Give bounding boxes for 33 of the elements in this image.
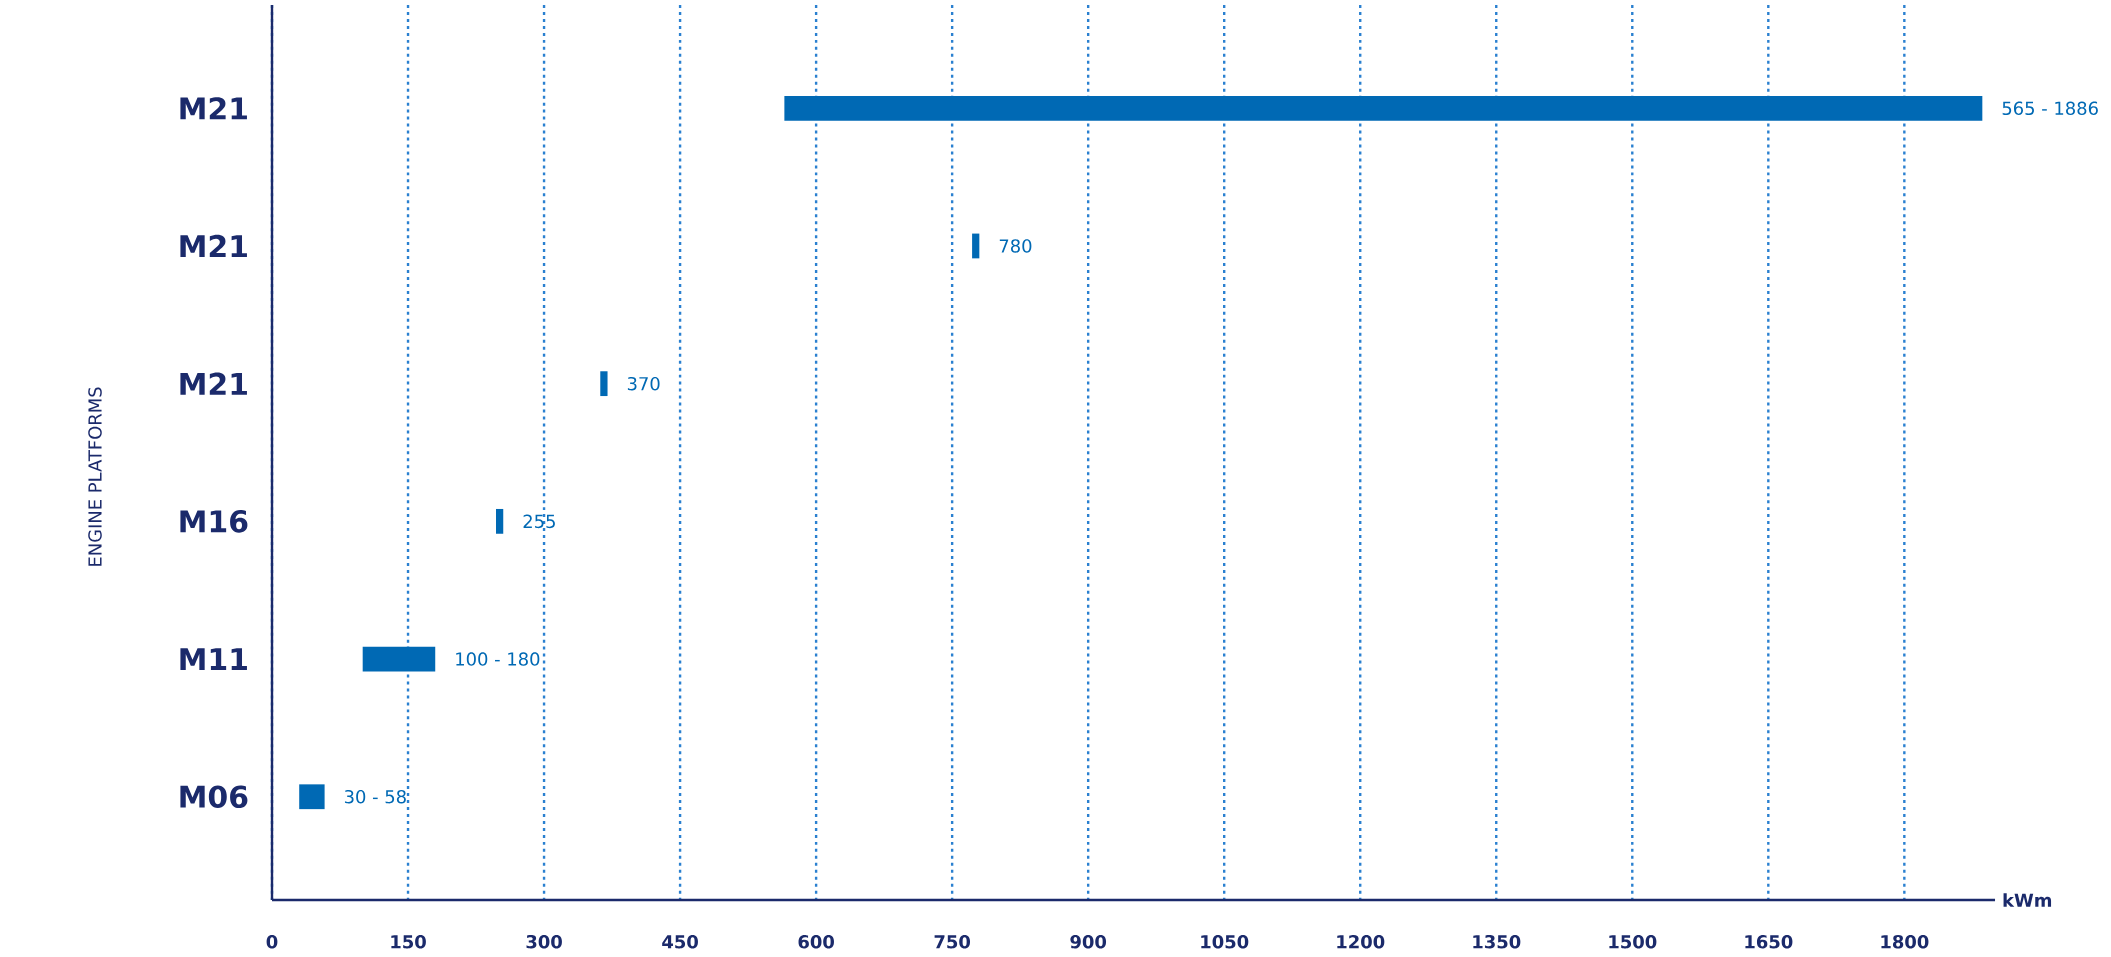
bar	[362, 646, 436, 672]
bar	[495, 508, 504, 534]
y-tick-label: M21	[180, 97, 247, 120]
y-tick-label: M21	[180, 234, 247, 258]
bar	[784, 95, 1983, 121]
annotation: 255	[523, 514, 555, 529]
y-axis-title: ENGINE PLATFORMS	[88, 387, 102, 566]
annotation: 780	[999, 239, 1032, 253]
y-tick-label: M21	[180, 372, 247, 395]
bar	[600, 371, 608, 397]
x-tick-label: 750	[934, 934, 971, 949]
x-tick-label: 1050	[1201, 934, 1249, 949]
x-tick-label: 300	[526, 934, 562, 949]
x-tick-label: 1500	[1609, 934, 1657, 949]
bar	[972, 233, 980, 259]
x-tick-label: 900	[1070, 934, 1107, 949]
x-tick-label: 1650	[1745, 934, 1793, 949]
x-axis-title: kWm	[2003, 893, 2052, 907]
y-tick-label: M11	[180, 648, 247, 670]
annotation: 370	[627, 376, 660, 391]
text: 565 - 1886	[2002, 101, 2098, 116]
bar	[299, 784, 325, 810]
x-tick-label: 1800	[1881, 934, 1929, 949]
y-tick-label: M06	[180, 785, 248, 809]
x-tick-label: 0	[266, 934, 278, 949]
x-tick-label: 600	[798, 934, 834, 949]
y-tick-label: M16	[180, 510, 248, 533]
x-tick-label: 1350	[1473, 934, 1521, 949]
annotation: 100 - 180	[456, 652, 540, 666]
x-tick-label: 450	[662, 934, 698, 949]
x-tick-label: 150	[391, 934, 426, 949]
x-tick-label: 1200	[1337, 934, 1385, 949]
annotation: 30 - 58	[344, 789, 406, 804]
